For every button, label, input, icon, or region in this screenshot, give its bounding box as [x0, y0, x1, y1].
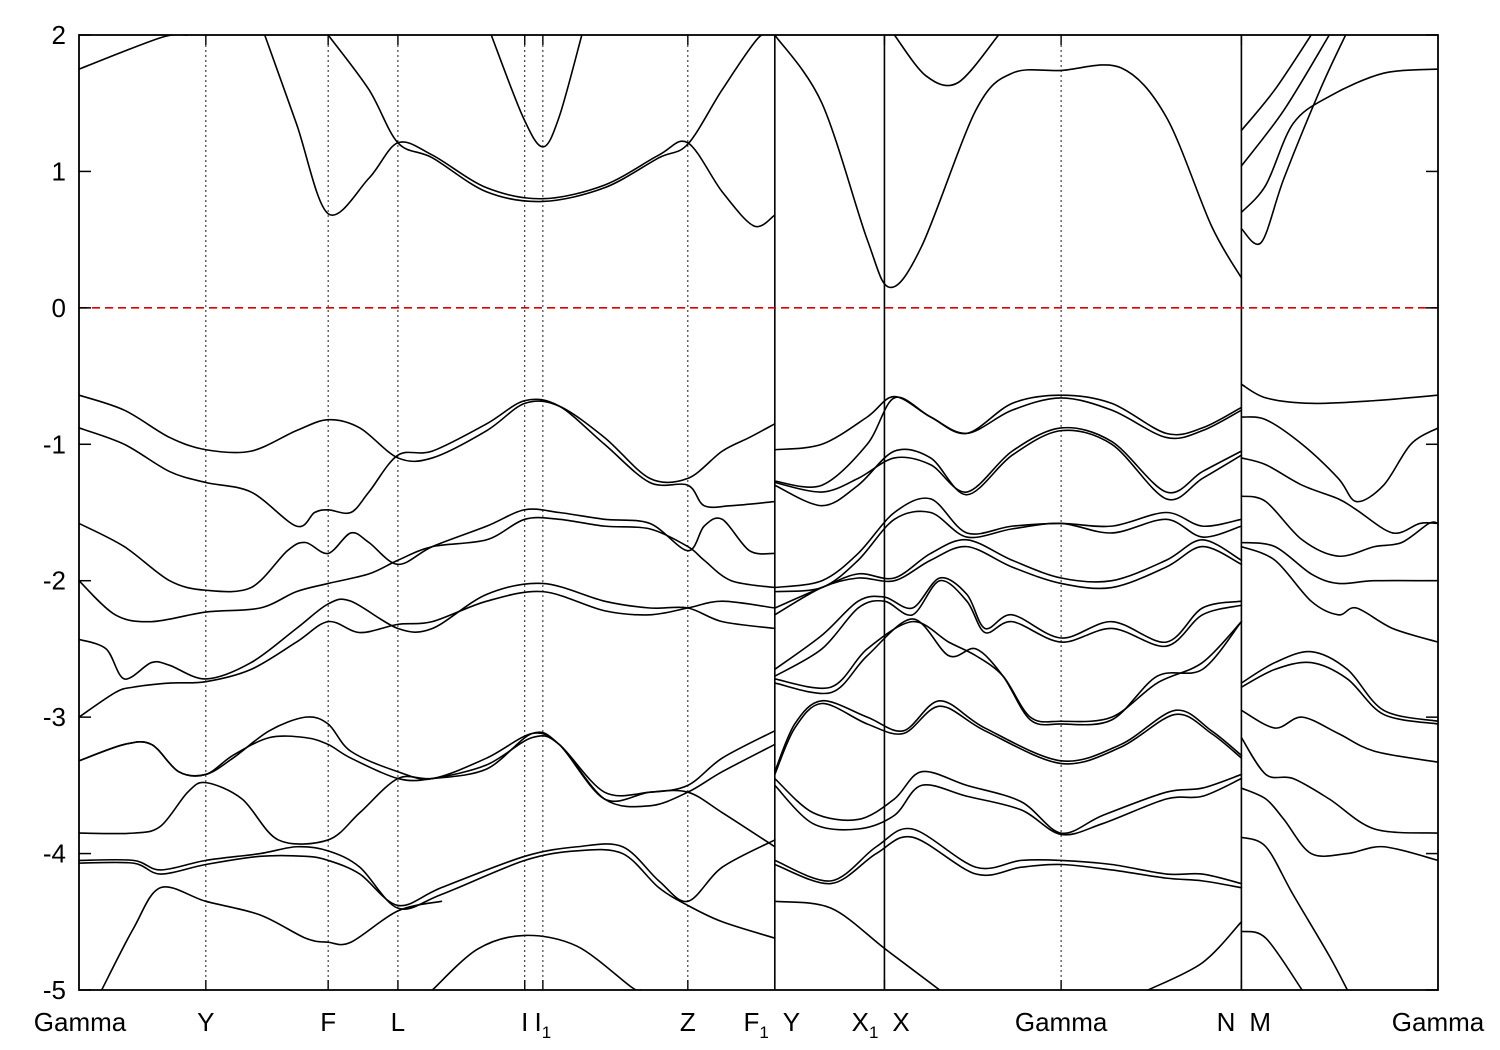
band-line: [1240, 35, 1347, 245]
x-axis: Gamma Y F L I I1 Z F1 Y X1 X Gamma N M Gamma: [34, 35, 1485, 1042]
band-line: [774, 618, 1243, 726]
x-tick-label: Z: [680, 1007, 696, 1037]
plot-border: [78, 34, 1439, 991]
band-line: [490, 35, 583, 148]
x-tick-label: I1: [535, 1007, 552, 1042]
band-line: [79, 35, 189, 70]
y-axis: 2 1 0 -1 -2 -3 -4 -5: [43, 20, 1438, 1005]
band-line: [893, 35, 1000, 87]
band-line: [774, 538, 1243, 609]
band-line: [1240, 787, 1438, 862]
y-tick-label: -4: [43, 839, 66, 869]
band-line: [79, 398, 776, 528]
y-tick-label: 1: [52, 156, 66, 186]
band-line: [774, 429, 1243, 507]
band-line: [1240, 709, 1438, 763]
band-line: [79, 734, 776, 808]
y-tick-label: 0: [52, 293, 66, 323]
band-line: [1240, 545, 1438, 643]
band-line: [774, 396, 1243, 488]
band-lines: [79, 35, 1438, 990]
k-point-grid-lines: [205, 35, 1243, 990]
band-line: [774, 394, 1243, 451]
band-line: [774, 702, 1243, 776]
band-line: [1240, 35, 1331, 167]
band-line: [774, 777, 1243, 836]
x-tick-label: Y: [197, 1007, 214, 1037]
y-tick-label: -3: [43, 702, 66, 732]
band-line: [1240, 35, 1312, 132]
x-tick-label: N: [1217, 1007, 1236, 1037]
band-line: [431, 934, 642, 990]
x-tick-label: F1: [743, 1007, 768, 1042]
band-line: [1240, 661, 1438, 725]
band-line: [79, 731, 776, 848]
band-line: [1240, 650, 1438, 723]
x-tick-label: I: [521, 1007, 528, 1037]
band-line: [1240, 383, 1438, 405]
band-line: [774, 579, 1243, 678]
band-line: [79, 845, 776, 939]
band-line: [79, 508, 776, 593]
band-line: [1240, 68, 1438, 214]
band-line: [327, 35, 776, 203]
band-line: [1240, 836, 1349, 990]
band-line: [79, 839, 776, 907]
x-tick-label: M: [1249, 1007, 1271, 1037]
band-line: [774, 699, 1243, 773]
band-line: [1147, 920, 1243, 990]
band-line: [774, 576, 1243, 671]
band-line: [774, 426, 1243, 494]
band-line: [774, 835, 1243, 889]
band-line: [79, 590, 776, 718]
band-line: [1240, 541, 1438, 585]
x-tick-label: Gamma: [1015, 1007, 1108, 1037]
band-line: [79, 516, 776, 623]
band-line: [774, 770, 1243, 835]
y-tick-label: -5: [43, 975, 66, 1005]
band-line: [263, 35, 776, 228]
band-line: [774, 900, 941, 990]
band-line: [1240, 930, 1303, 990]
band-line: [774, 545, 1243, 616]
x-tick-label: Gamma: [1392, 1007, 1485, 1037]
band-line: [1240, 495, 1438, 557]
y-tick-label: -1: [43, 429, 66, 459]
band-line: [1240, 736, 1438, 834]
band-line: [774, 827, 1243, 885]
x-tick-label: L: [391, 1007, 405, 1037]
band-line: [774, 497, 1243, 589]
x-tick-label: X: [892, 1007, 909, 1037]
band-line: [1240, 457, 1438, 535]
band-line: [774, 510, 1243, 593]
band-line: [774, 35, 1243, 289]
plot-frame: [78, 34, 1439, 991]
band-line: [79, 582, 776, 680]
x-tick-label: Y: [783, 1007, 800, 1037]
y-tick-label: 2: [52, 20, 66, 50]
band-line: [100, 886, 443, 990]
x-tick-label: F: [320, 1007, 336, 1037]
x-tick-label: X1: [852, 1007, 879, 1042]
band-line: [79, 394, 776, 484]
band-line: [1240, 416, 1438, 503]
y-tick-label: -2: [43, 566, 66, 596]
x-tick-label: Gamma: [34, 1007, 127, 1037]
